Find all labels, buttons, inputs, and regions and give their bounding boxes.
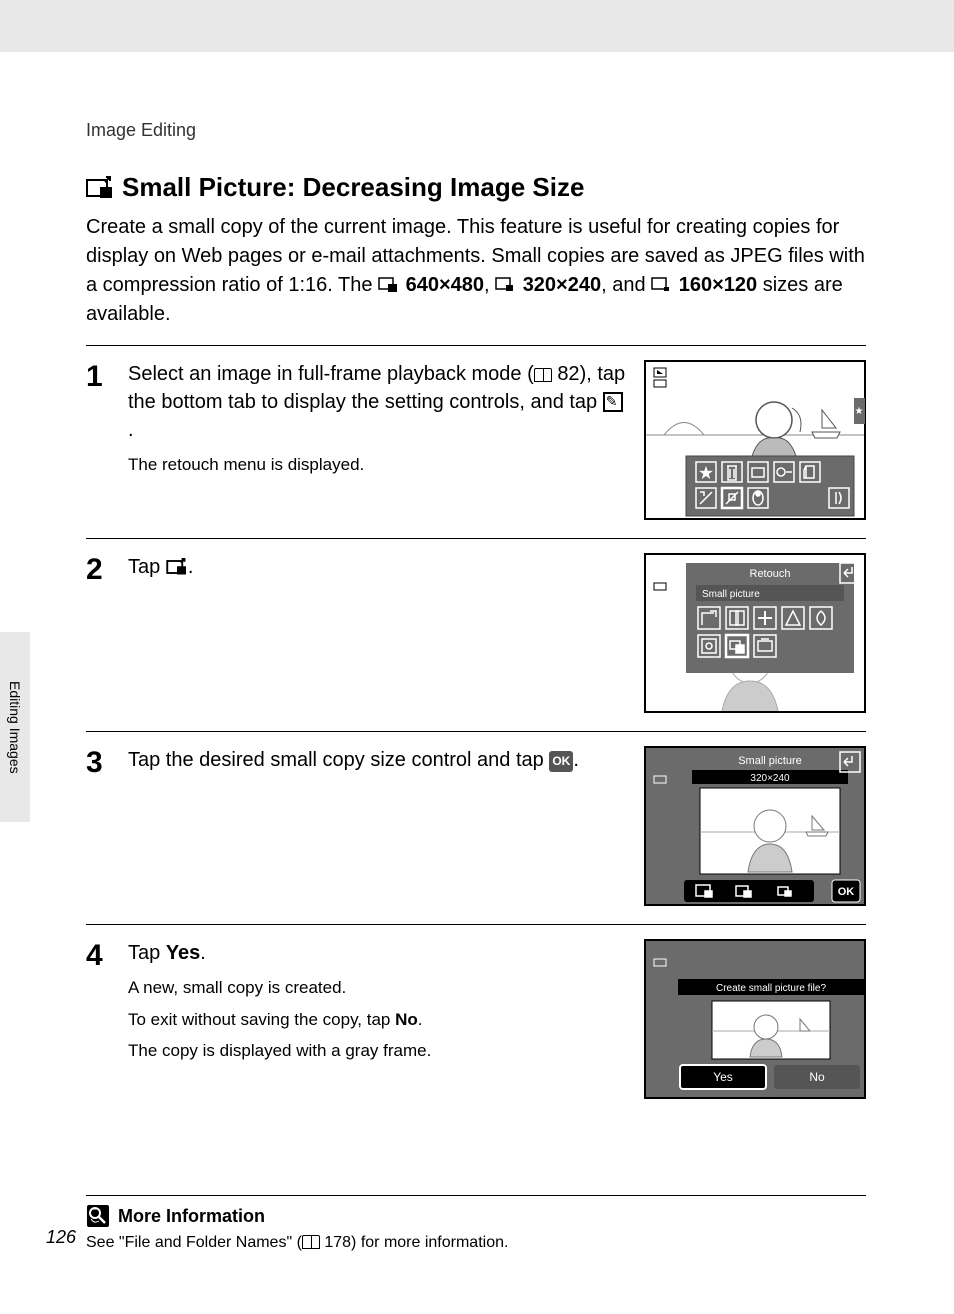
page: Image Editing Editing Images Small Pictu… [0, 52, 954, 1314]
book-ref-icon [534, 368, 552, 382]
page-number: 126 [46, 1227, 76, 1248]
edit-icon [603, 392, 623, 412]
svg-text:Create small picture file?: Create small picture file? [716, 983, 826, 994]
step-4-screen: Create small picture file? Yes No [644, 939, 866, 1099]
step-3-screen: Small picture 320×240 [644, 746, 866, 906]
more-info-heading: More Information [86, 1195, 866, 1228]
intro-paragraph: Create a small copy of the current image… [86, 213, 866, 329]
more-information: More Information See "File and Folder Na… [86, 1195, 866, 1252]
step-1: 1 Select an image in full-frame playback… [86, 345, 866, 538]
more-info-title: More Information [118, 1206, 265, 1227]
step-number: 2 [86, 553, 110, 713]
step-body: Tap Yes. A new, small copy is created. T… [128, 939, 626, 1099]
svg-text:Yes: Yes [713, 1070, 733, 1084]
small-picture-icon [86, 176, 114, 200]
step-number: 1 [86, 360, 110, 520]
more-info-body: See "File and Folder Names" ( 178) for m… [86, 1234, 866, 1252]
ok-icon: OK [549, 751, 573, 772]
step-number: 4 [86, 939, 110, 1099]
title-text: Small Picture: Decreasing Image Size [122, 172, 584, 203]
step-sub: A new, small copy is created. To exit wi… [128, 975, 626, 1064]
step-body: Tap the desired small copy size control … [128, 746, 626, 906]
step-1-screen: ★ ★ [644, 360, 866, 520]
side-tab: Editing Images [0, 632, 30, 822]
svg-text:No: No [809, 1070, 825, 1084]
step-4: 4 Tap Yes. A new, small copy is created.… [86, 924, 866, 1117]
side-tab-label: Editing Images [7, 681, 23, 774]
svg-text:320×240: 320×240 [750, 773, 790, 784]
step-sub: The retouch menu is displayed. [128, 452, 626, 478]
svg-text:Small picture: Small picture [702, 589, 760, 600]
step-3: 3 Tap the desired small copy size contro… [86, 731, 866, 924]
step-number: 3 [86, 746, 110, 906]
size-small-icon [651, 277, 671, 293]
step-body: Tap . [128, 553, 626, 713]
svg-text:★: ★ [701, 466, 712, 480]
book-ref-icon [302, 1235, 320, 1249]
content: Small Picture: Decreasing Image Size Cre… [86, 172, 866, 1117]
svg-text:Small picture: Small picture [738, 755, 802, 767]
step-2-screen: Retouch Small picture [644, 553, 866, 713]
svg-text:★: ★ [855, 406, 864, 417]
size-medium-icon [495, 277, 515, 293]
running-head: Image Editing [86, 120, 196, 141]
small-picture-icon [166, 558, 188, 576]
svg-text:OK: OK [838, 886, 855, 898]
page-title: Small Picture: Decreasing Image Size [86, 172, 866, 203]
step-body: Select an image in full-frame playback m… [128, 360, 626, 520]
info-icon [86, 1204, 110, 1228]
step-2: 2 Tap . Retouch Small picture [86, 538, 866, 731]
size-large-icon [378, 277, 398, 293]
svg-text:Retouch: Retouch [750, 568, 791, 580]
